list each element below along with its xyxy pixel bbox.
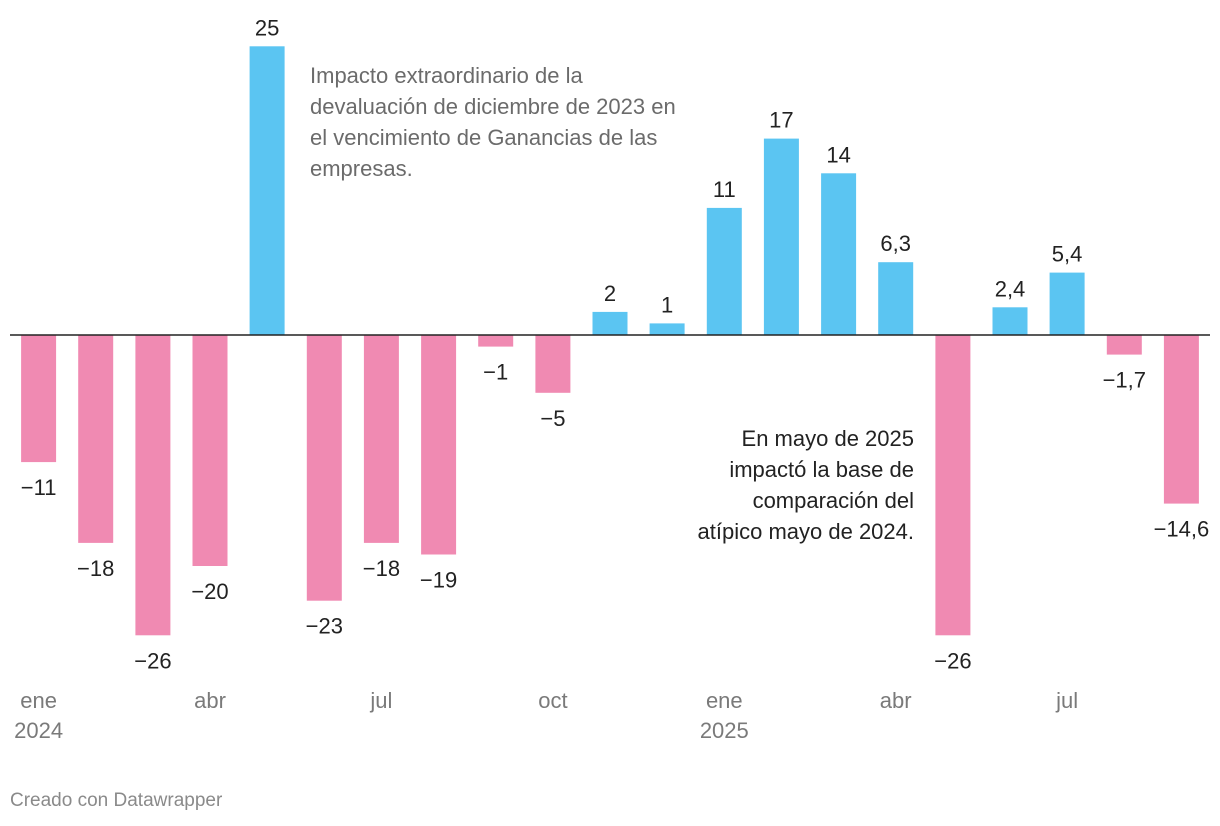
footer-credit: Creado con Datawrapper: [10, 790, 223, 811]
bar-18: [1049, 272, 1085, 335]
bar-value-label-16: −26: [934, 648, 971, 673]
bar-14: [821, 173, 857, 335]
bar-value-label-3: −20: [191, 579, 228, 604]
bar-4: [249, 46, 285, 336]
bar-value-label-4: 25: [255, 15, 279, 40]
bar-3: [192, 335, 228, 566]
x-tick-label-4: ene: [706, 688, 743, 713]
bar-7: [421, 335, 457, 555]
bar-value-label-1: −18: [77, 556, 114, 581]
bar-9: [535, 335, 571, 393]
bar-value-label-14: 14: [826, 142, 850, 167]
x-tick-label-6: jul: [1055, 688, 1078, 713]
x-axis-ticks: ene 2024 abr jul oct ene 2025 abr jul: [14, 688, 1078, 743]
annotation-devaluation: Impacto extraordinario de la devaluación…: [310, 63, 676, 181]
bar-value-label-6: −18: [363, 556, 400, 581]
bar-2: [135, 335, 171, 636]
bars-group: [21, 46, 1199, 636]
bar-value-label-20: −14,6: [1154, 517, 1210, 542]
bar-value-label-19: −1,7: [1103, 368, 1146, 393]
annotation-may-2025: En mayo de 2025 impactó la base de compa…: [697, 426, 914, 544]
bar-5: [306, 335, 342, 601]
bar-value-label-11: 1: [661, 292, 673, 317]
bar-value-label-17: 2,4: [995, 276, 1026, 301]
bar-19: [1106, 335, 1142, 355]
bar-value-label-15: 6,3: [880, 231, 911, 256]
bar-value-label-10: 2: [604, 281, 616, 306]
value-labels-group: −11−18−26−2025−23−18 −19−1−52 11117146,3−2…: [21, 15, 1209, 673]
x-tick-year-label-4: 2025: [700, 718, 749, 743]
bar-value-label-13: 17: [769, 108, 793, 133]
bar-11: [649, 323, 685, 335]
bar-value-label-7: −19: [420, 568, 457, 593]
bar-0: [21, 335, 57, 463]
bar-17: [992, 307, 1028, 335]
bar-value-label-5: −23: [306, 614, 343, 639]
bar-16: [935, 335, 971, 636]
x-tick-label-0: ene: [20, 688, 57, 713]
bar-8: [478, 335, 514, 347]
bar-value-label-12: 11: [713, 177, 736, 202]
x-tick-label-2: jul: [369, 688, 392, 713]
bar-value-label-0: −11: [21, 475, 57, 500]
x-tick-label-3: oct: [538, 688, 567, 713]
bar-15: [878, 262, 914, 335]
bar-value-label-18: 5,4: [1052, 242, 1083, 267]
bar-12: [706, 207, 742, 335]
x-tick-year-label-0: 2024: [14, 718, 63, 743]
bar-value-label-8: −1: [483, 360, 508, 385]
bar-10: [592, 311, 628, 335]
bar-1: [78, 335, 114, 543]
x-tick-label-1: abr: [194, 688, 226, 713]
bar-20: [1163, 335, 1199, 504]
bar-value-label-9: −5: [540, 406, 565, 431]
bar-6: [363, 335, 399, 543]
x-tick-label-5: abr: [880, 688, 912, 713]
bar-13: [763, 138, 799, 335]
bar-value-label-2: −26: [134, 648, 171, 673]
